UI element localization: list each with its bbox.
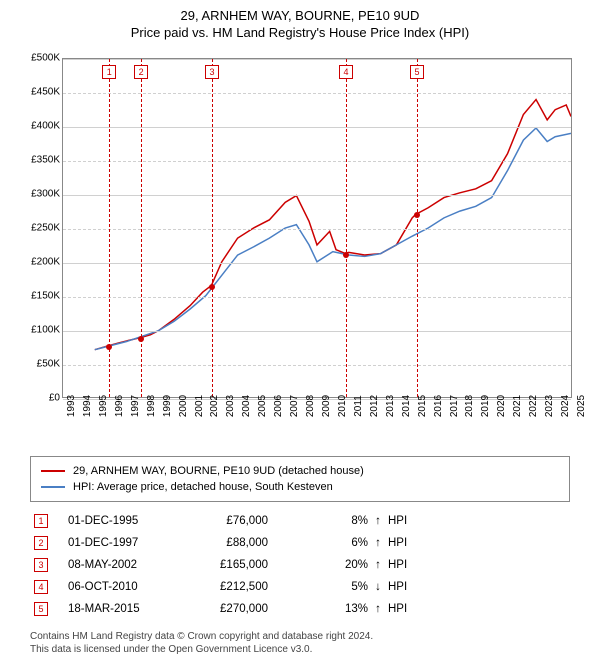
- arrow-icon: ↑: [368, 559, 388, 571]
- y-axis-label: £250K: [20, 223, 60, 234]
- row-pct: 8%: [308, 515, 368, 527]
- event-marker-2: 2: [134, 65, 148, 79]
- y-axis-label: £500K: [20, 53, 60, 64]
- row-hpi-label: HPI: [388, 515, 428, 527]
- table-row: 3 08-MAY-2002£165,00020%↑HPI: [30, 554, 570, 576]
- row-price: £76,000: [208, 515, 308, 527]
- legend-label-1: 29, ARNHEM WAY, BOURNE, PE10 9UD (detach…: [73, 465, 364, 477]
- arrow-icon: ↓: [368, 581, 388, 593]
- event-dot: [106, 344, 112, 350]
- event-marker-4: 4: [339, 65, 353, 79]
- table-row: 4 06-OCT-2010£212,5005%↓HPI: [30, 576, 570, 598]
- y-axis-label: £300K: [20, 189, 60, 200]
- row-date: 18-MAR-2015: [68, 603, 208, 615]
- legend-label-2: HPI: Average price, detached house, Sout…: [73, 481, 333, 493]
- row-price: £88,000: [208, 537, 308, 549]
- row-hpi-label: HPI: [388, 603, 428, 615]
- arrow-icon: ↑: [368, 537, 388, 549]
- event-dot: [209, 284, 215, 290]
- row-marker: 2: [34, 536, 48, 550]
- event-marker-1: 1: [102, 65, 116, 79]
- row-date: 01-DEC-1997: [68, 537, 208, 549]
- arrow-icon: ↑: [368, 603, 388, 615]
- row-date: 06-OCT-2010: [68, 581, 208, 593]
- legend-item-1: 29, ARNHEM WAY, BOURNE, PE10 9UD (detach…: [41, 463, 559, 479]
- x-axis-label: 2025: [576, 395, 600, 417]
- event-dot: [138, 336, 144, 342]
- series-line: [95, 100, 571, 350]
- plot-area: 1 2 3 4 5: [62, 58, 572, 398]
- legend-swatch-2: [41, 486, 65, 488]
- chart-container: 29, ARNHEM WAY, BOURNE, PE10 9UD Price p…: [0, 0, 600, 650]
- chart-area: 1 2 3 4 5 1993199419951996199719981999200020…: [20, 50, 580, 450]
- y-axis-label: £450K: [20, 87, 60, 98]
- row-hpi-label: HPI: [388, 559, 428, 571]
- row-price: £165,000: [208, 559, 308, 571]
- x-axis-labels: 1993199419951996199719981999200020012002…: [62, 400, 572, 445]
- table-row: 1 01-DEC-1995£76,0008%↑HPI: [30, 510, 570, 532]
- table-row: 2 01-DEC-1997£88,0006%↑HPI: [30, 532, 570, 554]
- row-pct: 20%: [308, 559, 368, 571]
- y-axis-label: £0: [20, 393, 60, 404]
- row-date: 01-DEC-1995: [68, 515, 208, 527]
- event-marker-5: 5: [410, 65, 424, 79]
- row-price: £212,500: [208, 581, 308, 593]
- row-marker: 4: [34, 580, 48, 594]
- row-pct: 13%: [308, 603, 368, 615]
- y-axis-label: £150K: [20, 291, 60, 302]
- chart-title-address: 29, ARNHEM WAY, BOURNE, PE10 9UD: [10, 8, 590, 23]
- row-pct: 6%: [308, 537, 368, 549]
- legend: 29, ARNHEM WAY, BOURNE, PE10 9UD (detach…: [30, 456, 570, 502]
- row-marker: 5: [34, 602, 48, 616]
- row-pct: 5%: [308, 581, 368, 593]
- y-axis-label: £200K: [20, 257, 60, 268]
- y-axis-label: £400K: [20, 121, 60, 132]
- table-row: 5 18-MAR-2015£270,00013%↑HPI: [30, 598, 570, 620]
- legend-swatch-1: [41, 470, 65, 472]
- row-marker: 3: [34, 558, 48, 572]
- footer: Contains HM Land Registry data © Crown c…: [30, 630, 570, 656]
- row-marker: 1: [34, 514, 48, 528]
- y-axis-label: £350K: [20, 155, 60, 166]
- event-marker-3: 3: [205, 65, 219, 79]
- sales-table: 101-DEC-1995£76,0008%↑HPI201-DEC-1997£88…: [30, 510, 570, 620]
- legend-item-2: HPI: Average price, detached house, Sout…: [41, 479, 559, 495]
- row-hpi-label: HPI: [388, 537, 428, 549]
- y-axis-label: £50K: [20, 359, 60, 370]
- footer-line-1: Contains HM Land Registry data © Crown c…: [30, 630, 570, 643]
- line-series-svg: [63, 59, 571, 397]
- y-axis-label: £100K: [20, 325, 60, 336]
- chart-subtitle: Price paid vs. HM Land Registry's House …: [10, 25, 590, 40]
- row-hpi-label: HPI: [388, 581, 428, 593]
- event-dot: [414, 212, 420, 218]
- event-dot: [343, 252, 349, 258]
- row-date: 08-MAY-2002: [68, 559, 208, 571]
- row-price: £270,000: [208, 603, 308, 615]
- arrow-icon: ↑: [368, 515, 388, 527]
